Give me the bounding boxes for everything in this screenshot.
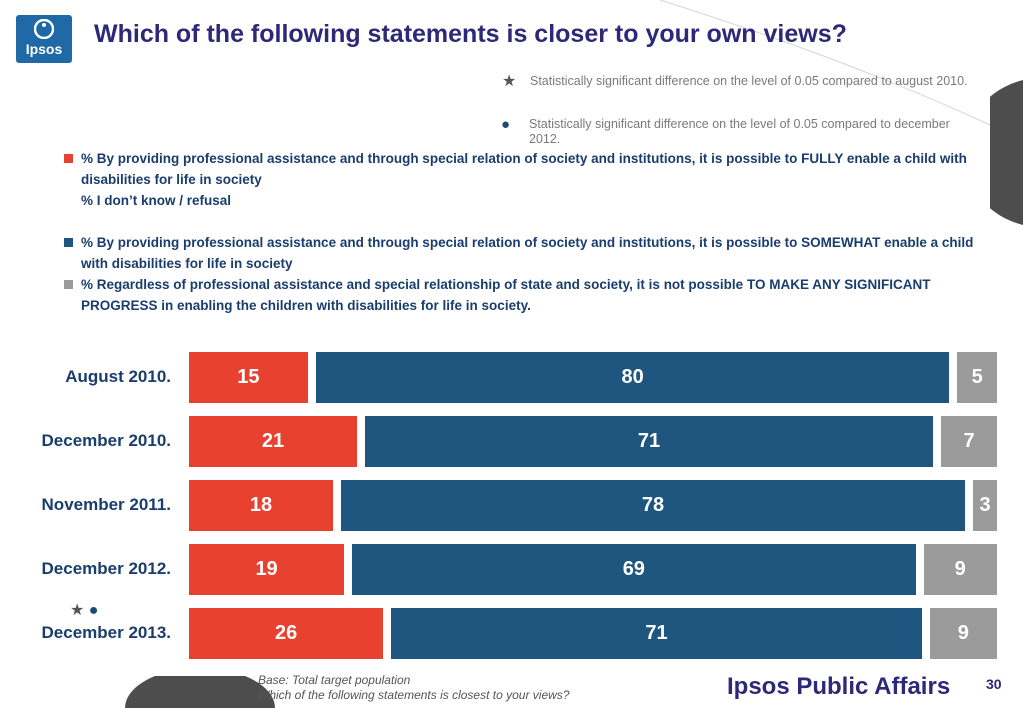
- dot-icon: ●: [501, 116, 511, 133]
- decorative-arc-right: [990, 80, 1023, 225]
- bar-somewhat: 78: [341, 480, 965, 531]
- bar-fully: 26: [189, 608, 384, 659]
- legend-label-somewhat: % By providing professional assistance a…: [81, 235, 974, 271]
- row-label: December 2010.: [41, 431, 171, 450]
- star-icon: ★: [502, 73, 517, 90]
- significance-dot-text: Statistically significant difference on …: [529, 117, 950, 146]
- brand-name: Ipsos Public Affairs: [727, 673, 951, 700]
- star-icon: ★: [70, 602, 85, 619]
- legend-label-dont-know: % I don’t know / refusal: [81, 193, 232, 208]
- footnote: Base: Total target population Which of t…: [258, 673, 569, 703]
- bar-no-progress: 9: [923, 544, 997, 595]
- legend-item-no-progress: % Regardless of professional assistance …: [64, 274, 994, 316]
- legend-item-fully: % By providing professional assistance a…: [64, 148, 994, 211]
- significance-note-december-2012: ● Statistically significant difference o…: [501, 117, 969, 147]
- bar-somewhat: 71: [365, 416, 933, 467]
- row-label: December 2012.: [41, 559, 171, 578]
- bar-fully: 15: [189, 352, 308, 403]
- bar-somewhat: 69: [352, 544, 916, 595]
- bar-fully: 21: [189, 416, 357, 467]
- bar-somewhat: 71: [391, 608, 922, 659]
- row-label: August 2010.: [65, 367, 171, 386]
- row-label: December 2013.: [41, 623, 171, 642]
- logo-word: Ipsos: [25, 41, 63, 57]
- legend-swatch-fully: [64, 154, 73, 163]
- footnote-question: Which of the following statements is clo…: [258, 688, 570, 702]
- ipsos-logo: Ipsos: [16, 15, 72, 63]
- decorative-arc-bottom: [125, 676, 275, 708]
- bar-no-progress: 7: [941, 416, 997, 467]
- legend-label-no-progress: % Regardless of professional assistance …: [81, 277, 931, 313]
- page-title: Which of the following statements is clo…: [94, 20, 847, 48]
- bar-no-progress: 9: [929, 608, 997, 659]
- legend-item-somewhat: % By providing professional assistance a…: [64, 232, 994, 274]
- dot-icon: ●: [88, 602, 99, 619]
- page-number: 30: [986, 676, 1002, 692]
- significance-note-august-2010: ★ Statistically significant difference o…: [502, 74, 970, 90]
- bar-fully: 19: [189, 544, 345, 595]
- legend-swatch-no-progress: [64, 280, 73, 289]
- bar-no-progress: 3: [973, 480, 997, 531]
- significance-star-text: Statistically significant difference on …: [530, 74, 968, 88]
- footnote-base: Base: Total target population: [258, 673, 411, 687]
- row-label: November 2011.: [41, 495, 171, 514]
- significance-marks-december-2013: ★ ●: [70, 600, 98, 620]
- bar-no-progress: 5: [957, 352, 997, 403]
- ipsos-logo-mark-icon: [34, 19, 54, 39]
- bar-somewhat: 80: [315, 352, 950, 403]
- legend-label-fully: % By providing professional assistance a…: [81, 151, 967, 187]
- legend-swatch-somewhat: [64, 238, 73, 247]
- bar-fully: 18: [189, 480, 333, 531]
